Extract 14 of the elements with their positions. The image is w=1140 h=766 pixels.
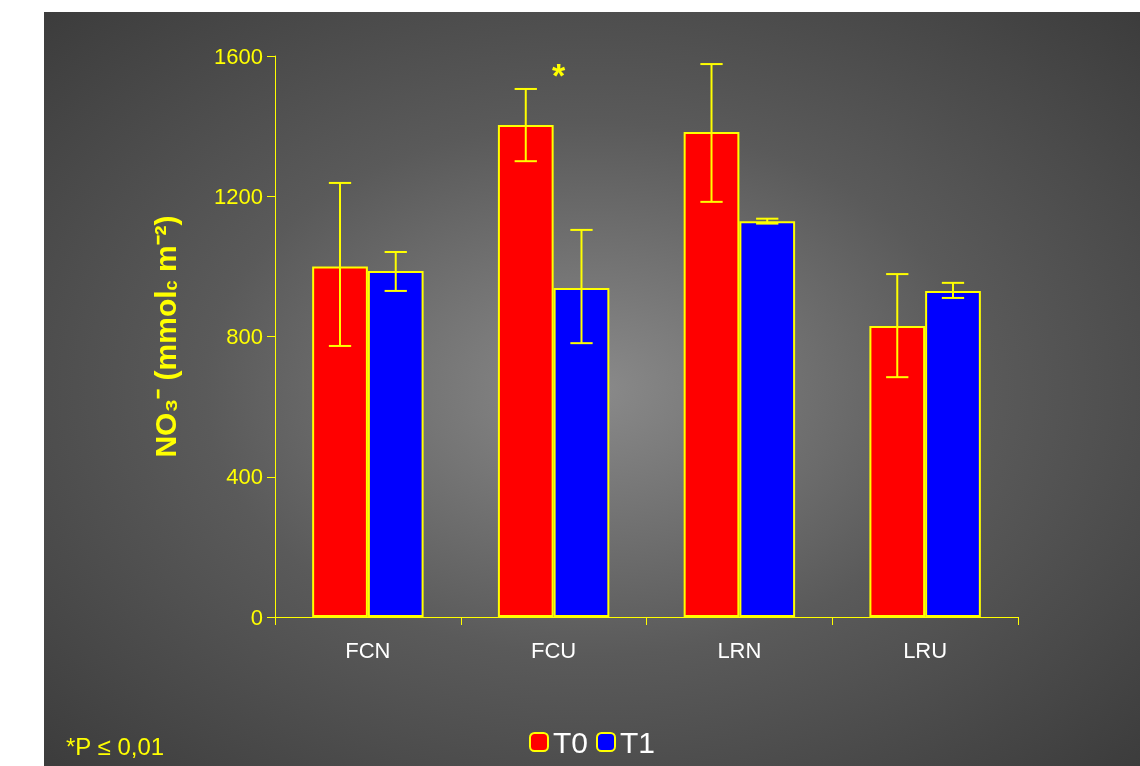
y-axis-title: NO₃⁻ (mmolc m⁻²) <box>148 215 182 458</box>
annotation: * <box>552 56 566 94</box>
x-tick-label: FCN <box>345 637 391 663</box>
x-tick-label: LRN <box>717 637 762 663</box>
y-tick-label: 800 <box>226 324 263 349</box>
y-tick-label: 1200 <box>214 183 263 209</box>
y-tick-label: 0 <box>250 604 263 630</box>
legend-label: T0 <box>552 725 589 759</box>
x-tick-label: LRU <box>903 637 948 663</box>
x-tick-label: FCU <box>531 637 577 663</box>
y-tick-label: 400 <box>226 464 263 490</box>
text: *P ≤ 0,01 <box>66 732 165 760</box>
y-tick-label: 1600 <box>214 43 263 69</box>
legend-label: T1 <box>620 725 656 759</box>
